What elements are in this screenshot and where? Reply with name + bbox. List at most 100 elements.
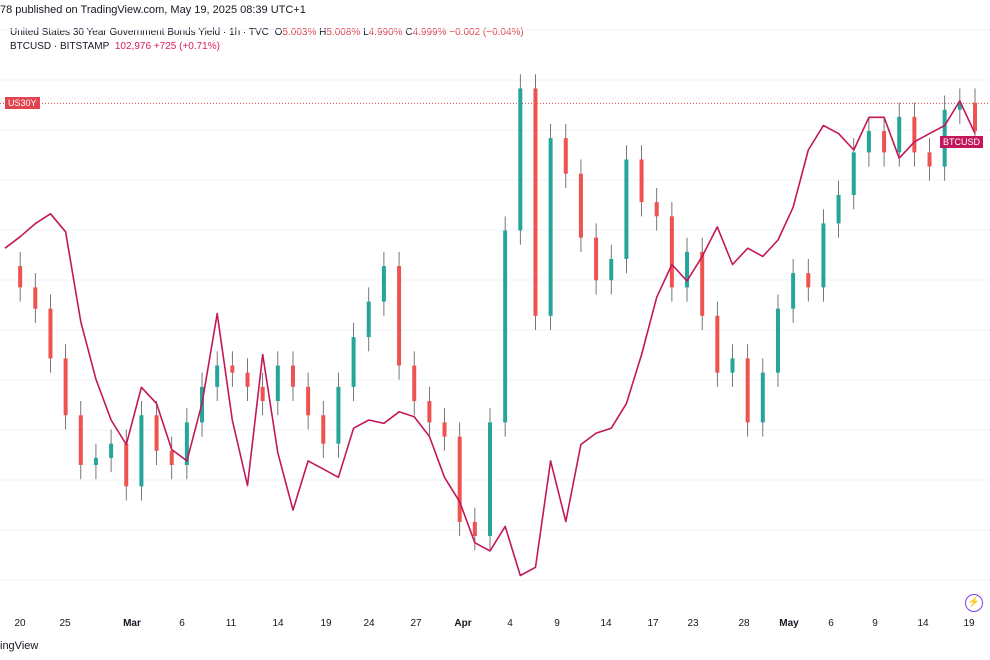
us30y-candle bbox=[397, 266, 402, 366]
us30y-candle bbox=[336, 386, 341, 444]
us30y-candle bbox=[93, 457, 98, 465]
us30y-candle bbox=[882, 131, 887, 153]
us30y-candle bbox=[48, 308, 53, 359]
us30y-candle bbox=[669, 216, 674, 288]
us30y-candle bbox=[366, 301, 371, 338]
us30y-candle bbox=[927, 152, 932, 167]
us30y-candle bbox=[78, 415, 83, 465]
x-tick-label: 19 bbox=[320, 618, 332, 629]
us30y-candle bbox=[715, 315, 720, 373]
legend-btc-name: BTCUSD · BITSTAMP bbox=[10, 41, 110, 52]
legend-h-label: H bbox=[319, 27, 327, 38]
lightning-icon[interactable]: ⚡ bbox=[965, 594, 983, 612]
btc-line bbox=[4, 100, 976, 577]
us30y-candle bbox=[275, 365, 280, 402]
us30y-candle bbox=[260, 386, 265, 402]
legend-btc[interactable]: BTCUSD · BITSTAMP 102,976 +725 (+0.71%) bbox=[10, 41, 220, 52]
us30y-candle bbox=[533, 88, 538, 316]
x-tick-label: 9 bbox=[554, 618, 560, 629]
us30y-candle bbox=[306, 386, 311, 416]
x-tick-label: 24 bbox=[363, 618, 375, 629]
us30y-candle bbox=[351, 337, 356, 387]
us30y-candle bbox=[33, 287, 38, 309]
legend-us30y[interactable]: United States 30 Year Government Bonds Y… bbox=[10, 27, 524, 38]
x-tick-label: 23 bbox=[687, 618, 699, 629]
x-tick-label: 6 bbox=[828, 618, 834, 629]
us30y-candle bbox=[973, 102, 977, 132]
us30y-candle bbox=[548, 138, 553, 316]
us30y-candle bbox=[745, 358, 750, 423]
us30y-candle bbox=[730, 358, 735, 373]
us30y-candle bbox=[912, 116, 917, 153]
us30y-candle bbox=[897, 116, 902, 153]
us30y-candle bbox=[290, 365, 295, 387]
us30y-candle bbox=[578, 173, 583, 238]
us30y-candle bbox=[139, 415, 144, 487]
x-tick-label: 14 bbox=[272, 618, 284, 629]
legend-low: 4.990% bbox=[368, 27, 403, 38]
us30y-candle bbox=[63, 358, 68, 416]
x-tick-label: 25 bbox=[59, 618, 71, 629]
us30y-candle bbox=[321, 415, 326, 444]
x-tick-label: 20 bbox=[14, 618, 26, 629]
us30y-candle bbox=[442, 422, 447, 437]
x-tick-label: Apr bbox=[454, 618, 471, 629]
legend-high: 5.008% bbox=[326, 27, 361, 38]
legend-us30y-name: United States 30 Year Government Bonds Y… bbox=[10, 27, 269, 38]
us30y-candle bbox=[957, 102, 962, 110]
us30y-candle bbox=[457, 436, 462, 522]
us30y-candle bbox=[472, 521, 477, 537]
legend-close: 4.999% bbox=[412, 27, 447, 38]
published-line: 78 published on TradingView.com, May 19,… bbox=[0, 4, 306, 16]
us30y-candle bbox=[821, 223, 826, 288]
us30y-candle bbox=[245, 372, 250, 387]
us30y-candle bbox=[685, 251, 690, 288]
x-tick-label: Mar bbox=[123, 618, 141, 629]
legend-open: 5.003% bbox=[282, 27, 317, 38]
us30y-candle bbox=[866, 131, 871, 153]
legend-o-label: O bbox=[274, 27, 283, 38]
us30y-candle bbox=[836, 195, 841, 224]
legend-us30y-change: −0.002 (−0.04%) bbox=[449, 27, 524, 38]
us30y-candle bbox=[488, 422, 492, 537]
us30y-candle bbox=[760, 372, 765, 423]
legend-c-label: C bbox=[405, 27, 413, 38]
us30y-candle bbox=[563, 138, 568, 174]
us30y-candle bbox=[18, 266, 23, 288]
us30y-candle bbox=[184, 422, 189, 465]
x-tick-label: 14 bbox=[600, 618, 612, 629]
x-tick-label: 19 bbox=[963, 618, 975, 629]
x-tick-label: 11 bbox=[226, 618, 237, 629]
tradingview-footer: ingView bbox=[0, 640, 39, 652]
us30y-candle bbox=[775, 308, 780, 373]
btcusd-price-badge: BTCUSD bbox=[940, 136, 984, 149]
x-tick-label: 9 bbox=[872, 618, 878, 629]
legend-btc-price: 102,976 bbox=[114, 41, 152, 52]
us30y-candle bbox=[791, 273, 796, 309]
us30y-candle bbox=[851, 152, 856, 195]
legend-btc-change: +725 (+0.71%) bbox=[153, 41, 220, 52]
x-tick-label: 17 bbox=[647, 618, 659, 629]
x-tick-label: May bbox=[779, 618, 799, 629]
us30y-candle bbox=[700, 251, 705, 316]
x-tick-label: 28 bbox=[738, 618, 750, 629]
x-tick-label: 4 bbox=[507, 618, 513, 629]
chart-grid bbox=[0, 29, 990, 581]
us30y-candle bbox=[654, 202, 659, 217]
us30y-candle bbox=[381, 266, 386, 302]
x-tick-label: 27 bbox=[410, 618, 422, 629]
us30y-candle bbox=[169, 450, 174, 465]
x-tick-label: 6 bbox=[179, 618, 185, 629]
us30y-candle bbox=[609, 258, 614, 281]
x-axis: 20 25 Mar 6 11 14 19 24 27 Apr 4 9 14 17 23 28 May 6 9 14 19 bbox=[14, 618, 975, 629]
us30y-candle bbox=[124, 443, 129, 487]
x-tick-label: 14 bbox=[917, 618, 929, 629]
us30y-candle bbox=[624, 159, 629, 259]
us30y-candle bbox=[594, 237, 599, 281]
us30y-candle bbox=[109, 443, 114, 458]
us30y-candle bbox=[518, 88, 523, 231]
us30y-candle bbox=[412, 365, 417, 402]
us30y-candle bbox=[230, 365, 235, 373]
us30y-candle bbox=[215, 365, 220, 387]
